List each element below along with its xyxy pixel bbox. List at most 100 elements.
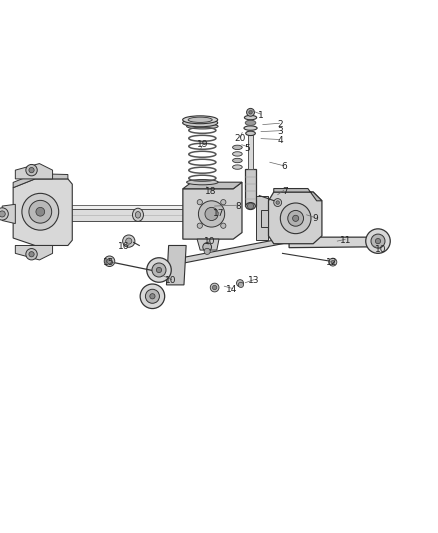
Circle shape: [26, 248, 37, 260]
Text: 13: 13: [248, 276, 260, 285]
Bar: [245, 169, 256, 206]
Circle shape: [107, 259, 112, 264]
Circle shape: [197, 199, 202, 205]
Circle shape: [145, 289, 159, 303]
Circle shape: [147, 258, 171, 282]
Text: 20: 20: [234, 134, 246, 143]
Polygon shape: [197, 239, 219, 250]
Ellipse shape: [187, 180, 218, 185]
Text: 19: 19: [197, 140, 208, 149]
Circle shape: [203, 243, 212, 252]
Circle shape: [29, 252, 34, 257]
Ellipse shape: [135, 212, 141, 218]
Circle shape: [212, 285, 217, 290]
Circle shape: [247, 203, 254, 209]
Circle shape: [140, 284, 165, 309]
Polygon shape: [15, 246, 53, 260]
Text: 1: 1: [258, 111, 264, 120]
Polygon shape: [13, 179, 72, 246]
Circle shape: [152, 263, 166, 277]
Text: 10: 10: [165, 276, 177, 285]
Circle shape: [123, 235, 135, 247]
Polygon shape: [57, 205, 228, 209]
Circle shape: [366, 229, 390, 253]
Circle shape: [22, 193, 59, 230]
Text: 17: 17: [213, 209, 225, 219]
Ellipse shape: [233, 165, 242, 169]
Polygon shape: [261, 209, 268, 227]
Text: 3: 3: [277, 127, 283, 136]
Circle shape: [197, 223, 202, 228]
Text: 6: 6: [282, 162, 288, 171]
Text: 2: 2: [278, 119, 283, 128]
Text: 12: 12: [326, 259, 338, 268]
Circle shape: [29, 167, 34, 173]
Circle shape: [104, 256, 115, 266]
Polygon shape: [183, 182, 242, 239]
Circle shape: [331, 260, 335, 264]
Text: 8: 8: [235, 201, 241, 211]
Ellipse shape: [233, 152, 242, 156]
Ellipse shape: [188, 117, 212, 123]
Ellipse shape: [233, 145, 242, 150]
Ellipse shape: [183, 119, 218, 127]
Circle shape: [375, 238, 381, 244]
Polygon shape: [166, 246, 186, 285]
Text: 16: 16: [118, 243, 129, 251]
Text: 11: 11: [340, 236, 352, 245]
Polygon shape: [183, 182, 242, 189]
Bar: [248, 135, 253, 169]
Polygon shape: [256, 197, 268, 240]
Circle shape: [371, 234, 385, 248]
Circle shape: [0, 211, 5, 217]
Text: 10: 10: [204, 237, 215, 246]
Circle shape: [274, 199, 282, 206]
Ellipse shape: [246, 131, 255, 135]
Circle shape: [198, 201, 225, 227]
Text: 4: 4: [278, 136, 283, 145]
Ellipse shape: [244, 115, 257, 120]
Circle shape: [36, 207, 45, 216]
Circle shape: [204, 248, 210, 254]
Text: 5: 5: [244, 144, 251, 153]
Ellipse shape: [244, 126, 257, 130]
Circle shape: [29, 200, 52, 223]
Circle shape: [293, 215, 299, 221]
Polygon shape: [268, 192, 322, 244]
Circle shape: [329, 258, 337, 266]
Circle shape: [280, 203, 311, 233]
Polygon shape: [289, 237, 377, 248]
Text: 14: 14: [226, 285, 238, 294]
Text: 18: 18: [205, 187, 216, 196]
Ellipse shape: [183, 116, 218, 124]
Ellipse shape: [233, 158, 242, 163]
Circle shape: [221, 223, 226, 228]
Text: 15: 15: [103, 259, 114, 268]
Circle shape: [210, 283, 219, 292]
Ellipse shape: [246, 203, 255, 209]
Circle shape: [247, 108, 254, 116]
Polygon shape: [57, 209, 228, 221]
Circle shape: [288, 211, 304, 226]
Polygon shape: [13, 174, 68, 188]
Circle shape: [221, 199, 226, 205]
Polygon shape: [274, 189, 322, 201]
Polygon shape: [15, 164, 53, 179]
Text: 7: 7: [282, 187, 288, 196]
Ellipse shape: [245, 120, 256, 125]
Text: 9: 9: [312, 214, 318, 223]
Circle shape: [237, 280, 244, 287]
Circle shape: [238, 282, 244, 287]
Circle shape: [249, 110, 252, 114]
Polygon shape: [2, 204, 15, 223]
Circle shape: [126, 238, 132, 244]
Ellipse shape: [187, 124, 218, 129]
Circle shape: [205, 207, 218, 221]
Ellipse shape: [132, 208, 143, 221]
Circle shape: [276, 201, 279, 204]
Circle shape: [156, 268, 162, 273]
Circle shape: [150, 294, 155, 299]
Circle shape: [26, 165, 37, 176]
Text: 10: 10: [375, 245, 387, 254]
Polygon shape: [182, 238, 289, 263]
